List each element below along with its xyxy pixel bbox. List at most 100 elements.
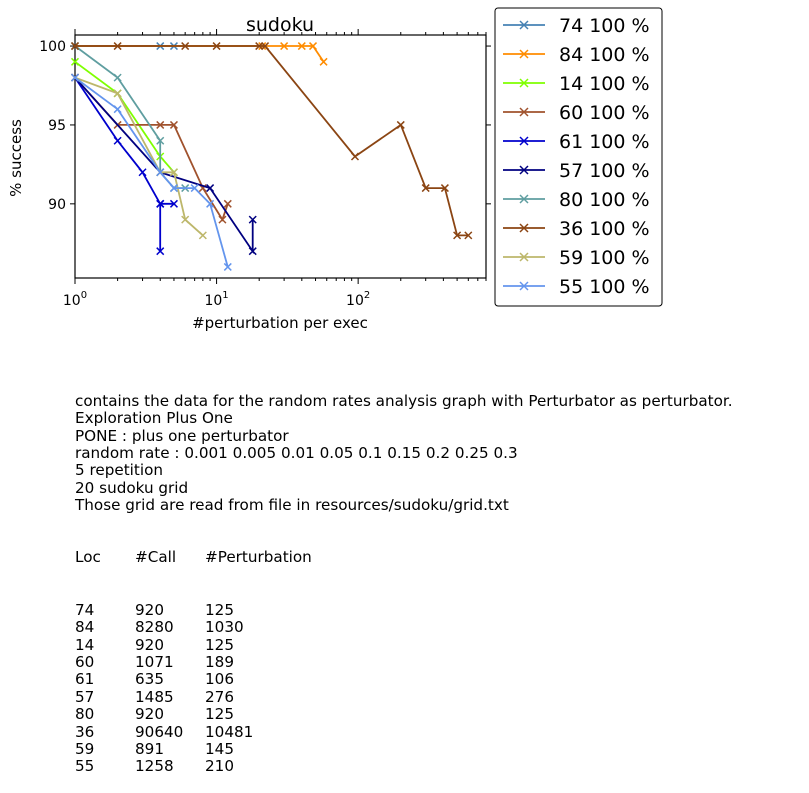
legend-entry: 59 100 % <box>503 247 650 269</box>
legend-entry: 36 100 % <box>503 218 650 240</box>
data-point <box>156 120 165 129</box>
cell-call: 920 <box>135 705 164 724</box>
legend-entry: 80 100 % <box>503 189 650 211</box>
data-point <box>190 184 199 193</box>
data-point <box>156 136 165 145</box>
cell-loc: 14 <box>75 635 95 654</box>
data-point <box>156 247 165 256</box>
data-point <box>248 215 257 224</box>
y-tick-label: 90 <box>48 197 66 213</box>
legend-label: 60 100 % <box>559 102 650 124</box>
legend-marker <box>519 194 529 204</box>
series-7 <box>70 42 473 240</box>
cell-call: 1258 <box>135 757 174 776</box>
data-point <box>113 73 122 82</box>
cell-loc: 84 <box>75 618 95 637</box>
legend-label: 59 100 % <box>559 247 650 269</box>
table-row: 36 90640 10481 <box>75 722 733 741</box>
x-tick-label: 100 <box>63 290 87 309</box>
cell-loc: 57 <box>75 687 95 706</box>
table-row: 84 8280 1030 <box>75 618 733 637</box>
data-point <box>169 184 178 193</box>
legend-marker <box>519 20 529 30</box>
data-point <box>70 57 80 66</box>
table-row: 80 920 125 <box>75 705 733 724</box>
series-line <box>74 76 204 237</box>
chart: sudoku 90 95 100 100 101 102 #perturbation pe… <box>7 7 663 332</box>
legend-label: 61 100 % <box>559 131 650 153</box>
legend-entry: 57 100 % <box>503 160 650 182</box>
cell-perturbation: 106 <box>205 670 234 689</box>
data-point <box>206 184 215 193</box>
data-point <box>218 215 227 224</box>
table-row: 61 635 106 <box>75 670 733 689</box>
data-point <box>261 42 270 51</box>
plot-area <box>74 34 487 279</box>
data-point <box>464 231 473 240</box>
cell-call: 90640 <box>135 722 184 741</box>
data-point <box>156 199 165 208</box>
data-point <box>181 42 190 51</box>
notes-line: contains the data for the random rates a… <box>75 391 733 410</box>
cell-loc: 61 <box>75 670 95 689</box>
table-row: 14 920 125 <box>75 635 733 654</box>
data-point <box>70 73 80 82</box>
legend-label: 74 100 % <box>559 15 650 37</box>
table-row: 59 891 145 <box>75 739 733 758</box>
data-point <box>440 184 449 193</box>
table-row: 60 1071 189 <box>75 652 733 671</box>
series-line <box>74 76 254 255</box>
legend-entry: 74 100 % <box>503 15 650 37</box>
legend-marker <box>519 165 529 175</box>
data-point <box>453 231 462 240</box>
data-point <box>319 57 328 66</box>
notes-line: Those grid are read from file in resourc… <box>75 496 509 515</box>
data-point <box>280 42 289 51</box>
legend-entry: 60 100 % <box>503 102 650 124</box>
y-tick-label: 95 <box>48 118 66 134</box>
data-point <box>223 262 232 271</box>
legend-marker <box>519 223 529 233</box>
notes-block: contains the data for the random rates a… <box>75 358 733 793</box>
cell-call: 891 <box>135 739 164 758</box>
notes-line: 5 repetition <box>75 461 163 480</box>
cell-loc: 60 <box>75 652 95 671</box>
legend-label: 57 100 % <box>559 160 650 182</box>
series-line <box>75 45 469 237</box>
series-line <box>74 76 229 268</box>
cell-loc: 80 <box>75 705 95 724</box>
cell-perturbation: 1030 <box>205 618 244 637</box>
header-call: #Call <box>135 548 177 567</box>
notes-line: Exploration Plus One <box>75 409 233 428</box>
data-point <box>198 231 207 240</box>
y-tick-label: 100 <box>39 39 66 55</box>
data-point <box>297 42 306 51</box>
legend-label: 84 100 % <box>559 44 650 66</box>
data-point <box>113 136 122 145</box>
legend-label: 80 100 % <box>559 189 650 211</box>
legend-marker <box>519 107 529 117</box>
cell-perturbation: 125 <box>205 705 234 724</box>
data-point <box>223 199 232 208</box>
table-row: 74 920 125 <box>75 600 733 619</box>
data-point <box>113 89 122 98</box>
legend-entry: 84 100 % <box>503 44 650 66</box>
data-point <box>206 199 215 208</box>
cell-perturbation: 125 <box>205 600 234 619</box>
cell-perturbation: 189 <box>205 652 234 671</box>
legend-marker <box>519 252 529 262</box>
data-point <box>169 168 178 177</box>
cell-call: 920 <box>135 600 164 619</box>
cell-loc: 74 <box>75 600 95 619</box>
y-axis-label: % success <box>7 119 25 197</box>
data-point <box>169 199 178 208</box>
legend-marker <box>519 136 529 146</box>
legend-entry: 61 100 % <box>503 131 650 153</box>
data-point <box>248 247 257 256</box>
legend: 74 100 % 84 100 % 14 100 % 60 100 % 61 100 %… <box>494 7 663 307</box>
cell-perturbation: 10481 <box>205 722 254 741</box>
data-point <box>113 42 122 51</box>
axis-ticks: 90 95 100 100 101 102 <box>39 29 491 309</box>
cell-loc: 55 <box>75 757 95 776</box>
data-point <box>156 168 165 177</box>
